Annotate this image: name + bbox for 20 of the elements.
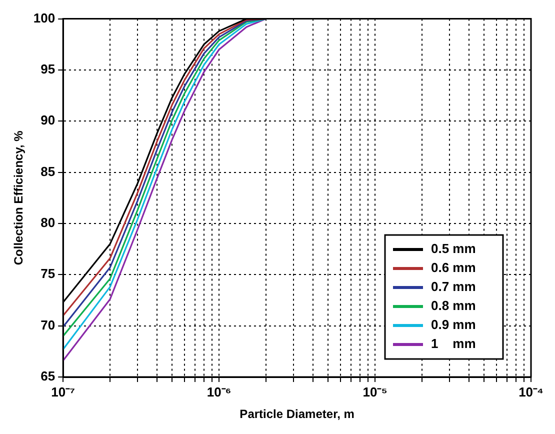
- x-tick-label: 10⁻⁶: [206, 384, 232, 400]
- legend-label: 0.9 mm: [431, 317, 476, 332]
- legend-label: 0.5 mm: [431, 241, 476, 256]
- legend-label: 0.8 mm: [431, 298, 476, 314]
- y-tick-label: 100: [33, 10, 56, 26]
- x-tick-label: 10⁻⁴: [518, 384, 544, 400]
- y-tick-label: 80: [40, 215, 56, 230]
- legend-label: 1 mm: [431, 336, 476, 352]
- x-tick-label: 10⁻⁷: [51, 384, 76, 400]
- y-tick-label: 70: [40, 317, 56, 332]
- legend-label: 0.7 mm: [431, 279, 476, 294]
- legend-label: 0.6 mm: [431, 260, 476, 276]
- y-tick-label: 85: [40, 164, 56, 179]
- x-axis-title: Particle Diameter, m: [240, 407, 354, 422]
- y-tick-label: 95: [40, 62, 56, 77]
- y-tick-label: 90: [40, 112, 56, 128]
- y-tick-label: 65: [40, 368, 56, 384]
- y-tick-label: 75: [40, 266, 56, 282]
- y-axis-title: Collection Efficiency, %: [12, 130, 26, 266]
- x-tick-label: 10⁻⁵: [362, 384, 388, 400]
